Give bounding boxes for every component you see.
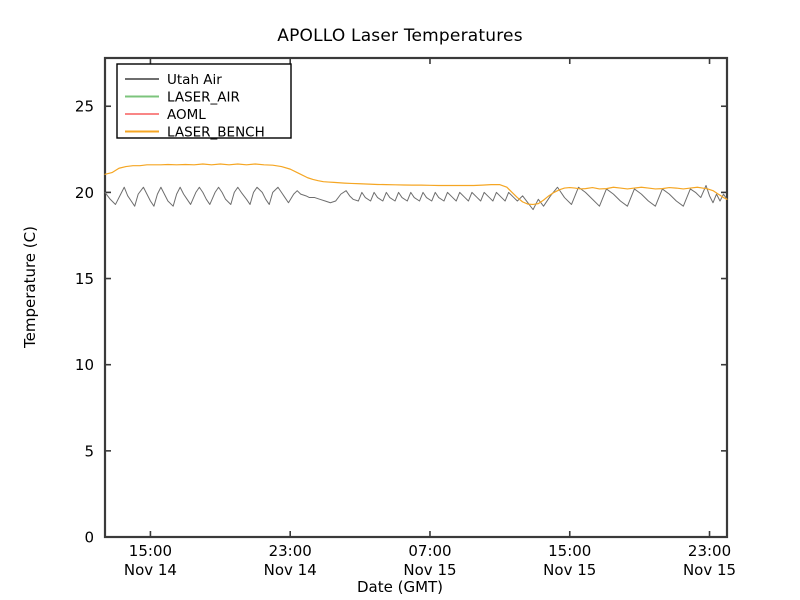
y-tick-label: 10 <box>75 356 94 374</box>
x-axis-label: Date (GMT) <box>356 578 444 596</box>
x-tick-label-date: Nov 14 <box>124 561 177 579</box>
x-tick-label-date: Nov 15 <box>683 561 736 579</box>
series-line-utah-air <box>104 185 728 211</box>
x-tick-label-date: Nov 14 <box>264 561 317 579</box>
y-tick-label: 0 <box>84 529 94 547</box>
chart-title: APOLLO Laser Temperatures <box>277 26 523 46</box>
x-tick-label-time: 15:00 <box>548 542 591 560</box>
x-tick-label-time: 23:00 <box>269 542 312 560</box>
axes-frame <box>103 56 729 539</box>
x-tick-label-time: 07:00 <box>408 542 451 560</box>
legend-label-laser-air[interactable]: LASER_AIR <box>167 90 240 106</box>
legend-label-utah-air[interactable]: Utah Air <box>167 72 222 88</box>
series-line-laser-bench <box>104 163 728 206</box>
x-tick-label-time: 23:00 <box>688 542 731 560</box>
y-tick-label: 20 <box>75 184 94 202</box>
legend-label-laser-bench[interactable]: LASER_BENCH <box>167 125 265 141</box>
data-series-group <box>104 163 728 211</box>
x-tick-label-date: Nov 15 <box>403 561 456 579</box>
y-tick-label: 5 <box>84 442 94 460</box>
x-tick-label-date: Nov 15 <box>543 561 596 579</box>
legend-label-aoml[interactable]: AOML <box>167 107 206 123</box>
x-tick-label-time: 15:00 <box>129 542 172 560</box>
y-tick-label: 15 <box>75 270 94 288</box>
axes-border <box>103 56 729 539</box>
legend-box <box>116 63 292 139</box>
y-axis-ticks: 0 5 10 15 20 25 <box>75 98 727 547</box>
y-tick-label: 25 <box>75 98 94 116</box>
y-axis-label: Temperature (C) <box>21 226 39 348</box>
